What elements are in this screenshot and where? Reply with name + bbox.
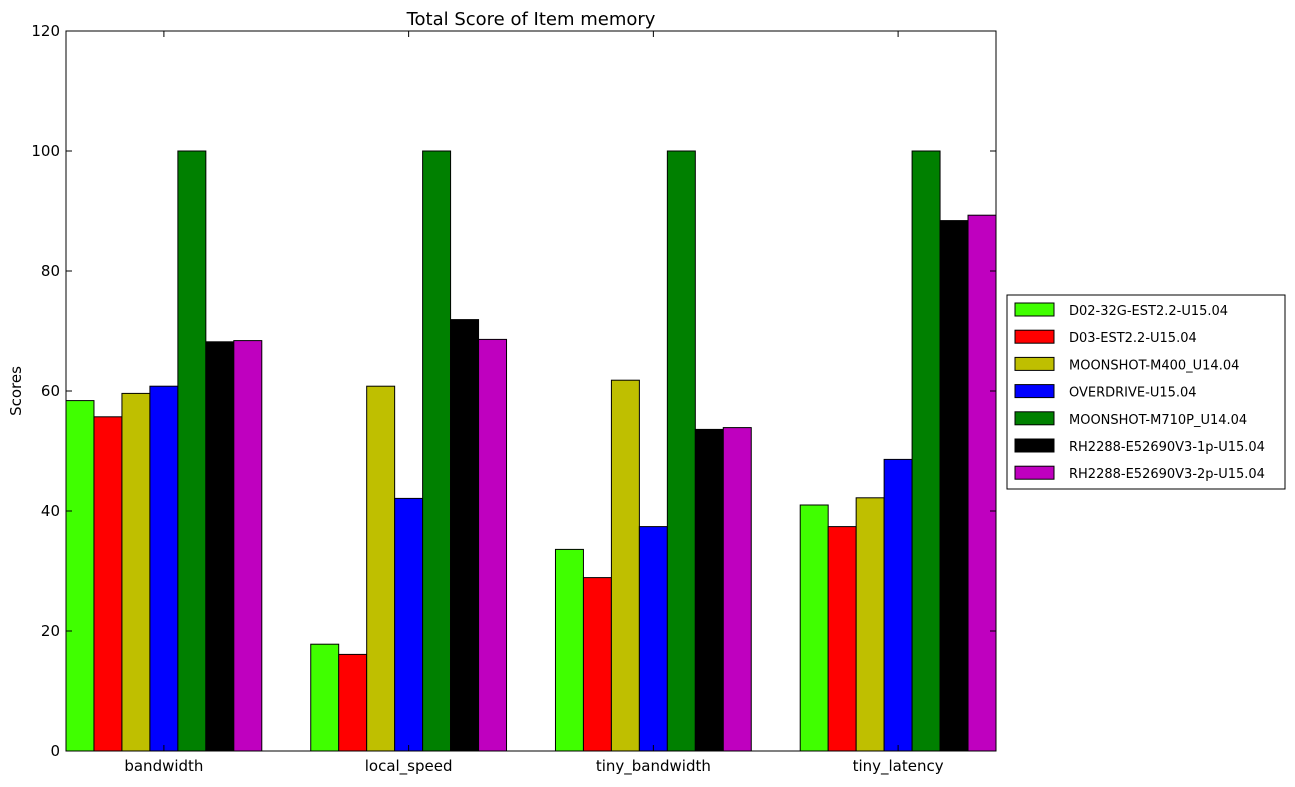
axis-ticks: 0 20 40 60 80 100 120 bandwidth local_speed tiny_…	[31, 22, 996, 776]
bar-local_speed-3	[394, 497, 424, 752]
bar-bandwidth-2	[121, 392, 151, 752]
legend: D02-32G-EST2.2-U15.04 D03-EST2.2-U15.04 MO…	[1006, 294, 1286, 490]
x-tick-label-tiny_bandwidth: tiny_bandwidth	[596, 757, 711, 776]
chart-title: Total Score of Item memory	[406, 9, 656, 30]
bar-tiny_latency-2	[855, 497, 885, 752]
y-tick-label: 20	[41, 622, 60, 640]
legend-label-4: MOONSHOT-M710P_U14.04	[1069, 413, 1247, 428]
legend-label-1: D03-EST2.2-U15.04	[1069, 331, 1197, 346]
legend-swatch-4	[1014, 411, 1055, 426]
legend-label-0: D02-32G-EST2.2-U15.04	[1069, 304, 1228, 319]
bar-local_speed-4	[422, 150, 452, 752]
bar-tiny_bandwidth-0	[554, 548, 584, 752]
legend-label-5: RH2288-E52690V3-1p-U15.04	[1069, 440, 1265, 455]
bar-tiny_bandwidth-5	[694, 428, 724, 752]
bar-tiny_latency-5	[939, 220, 969, 752]
legend-swatch-6	[1014, 465, 1055, 480]
bar-bandwidth-6	[233, 340, 263, 752]
y-tick-label: 80	[41, 262, 60, 280]
x-tick-label-bandwidth: bandwidth	[124, 757, 203, 775]
bar-bandwidth-1	[93, 416, 123, 752]
bar-tiny_bandwidth-4	[666, 150, 696, 752]
bar-local_speed-5	[450, 319, 480, 752]
y-tick-label: 40	[41, 502, 60, 520]
bar-tiny_latency-4	[911, 150, 941, 752]
bar-bandwidth-4	[177, 150, 207, 752]
y-axis-label: Scores	[7, 366, 25, 416]
y-tick-label: 60	[41, 382, 60, 400]
bar-local_speed-1	[338, 653, 368, 752]
x-tick-label-local_speed: local_speed	[365, 757, 453, 776]
bar-bandwidth-3	[149, 385, 179, 752]
legend-swatch-2	[1014, 356, 1055, 371]
bar-local_speed-6	[478, 338, 508, 752]
legend-label-2: MOONSHOT-M400_U14.04	[1069, 358, 1239, 373]
legend-swatch-3	[1014, 384, 1055, 399]
bar-tiny_latency-1	[827, 526, 857, 752]
bar-bandwidth-5	[205, 341, 235, 752]
legend-swatch-1	[1014, 329, 1055, 344]
bar-local_speed-0	[310, 643, 340, 752]
y-tick-label: 120	[31, 22, 60, 40]
bar-local_speed-2	[366, 385, 396, 752]
bars-layer	[65, 150, 997, 752]
y-tick-label: 0	[50, 742, 60, 760]
bar-bandwidth-0	[65, 400, 95, 752]
y-tick-label: 100	[31, 142, 60, 160]
legend-label-3: OVERDRIVE-U15.04	[1069, 386, 1197, 401]
legend-swatch-5	[1014, 438, 1055, 453]
bar-tiny_latency-3	[883, 458, 913, 752]
bar-tiny_latency-0	[799, 504, 829, 752]
bar-tiny_latency-6	[967, 214, 997, 752]
x-tick-label-tiny_latency: tiny_latency	[853, 757, 944, 776]
bar-tiny_bandwidth-6	[722, 427, 752, 752]
legend-label-6: RH2288-E52690V3-2p-U15.04	[1069, 467, 1265, 482]
bar-tiny_bandwidth-2	[610, 379, 640, 752]
bar-tiny_bandwidth-1	[582, 577, 612, 752]
legend-swatch-0	[1014, 302, 1055, 317]
bar-tiny_bandwidth-3	[638, 526, 668, 752]
